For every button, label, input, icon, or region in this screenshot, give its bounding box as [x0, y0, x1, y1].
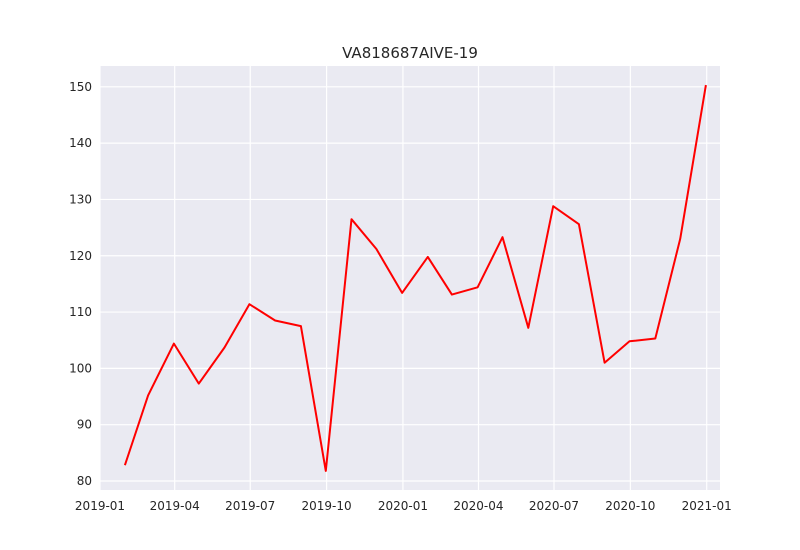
data-point — [552, 205, 554, 207]
data-point — [705, 84, 707, 86]
y-tick-label: 80 — [77, 474, 92, 488]
data-point — [147, 394, 149, 396]
x-tick-label: 2021-01 — [682, 499, 732, 513]
data-point — [198, 383, 200, 385]
data-point — [502, 236, 504, 238]
x-tick-label: 2020-01 — [378, 499, 428, 513]
data-point — [629, 340, 631, 342]
data-point — [477, 286, 479, 288]
grid — [99, 66, 720, 490]
data-point — [223, 347, 225, 349]
data-point — [527, 327, 529, 329]
y-tick-label: 150 — [69, 80, 92, 94]
series-group — [123, 84, 707, 472]
data-point — [300, 325, 302, 327]
series-line — [123, 84, 707, 472]
y-tick-label: 90 — [77, 418, 92, 432]
data-point — [325, 470, 327, 472]
data-point — [654, 338, 656, 340]
data-point — [173, 343, 175, 345]
plot-area — [100, 66, 720, 490]
y-tick-label: 100 — [69, 361, 92, 375]
y-tick-labels: 80 90 100 110 120 130 140 150 — [69, 80, 92, 488]
data-point — [427, 256, 429, 258]
data-point — [451, 294, 453, 296]
data-point — [274, 320, 276, 322]
chart-title: VA818687AIVE-19 — [342, 44, 478, 62]
data-point — [248, 303, 250, 305]
data-point — [124, 464, 126, 466]
y-tick-label: 120 — [69, 249, 92, 263]
x-tick-label: 2019-01 — [75, 499, 125, 513]
x-tick-label: 2019-04 — [150, 499, 200, 513]
y-tick-label: 110 — [69, 305, 92, 319]
x-tick-labels: 2019-01 2019-04 2019-07 2019-10 2020-01 2020-… — [75, 499, 732, 513]
x-tick-label: 2020-04 — [453, 499, 503, 513]
data-point — [401, 292, 403, 294]
data-point — [679, 238, 681, 240]
y-tick-label: 140 — [69, 136, 92, 150]
x-tick-label: 2020-07 — [529, 499, 579, 513]
data-point — [350, 218, 352, 220]
x-tick-label: 2020-10 — [605, 499, 655, 513]
data-point — [375, 248, 377, 250]
data-point — [604, 362, 606, 364]
data-point — [578, 223, 580, 225]
y-tick-label: 130 — [69, 192, 92, 206]
x-tick-label: 2019-10 — [302, 499, 352, 513]
x-tick-label: 2019-07 — [225, 499, 275, 513]
